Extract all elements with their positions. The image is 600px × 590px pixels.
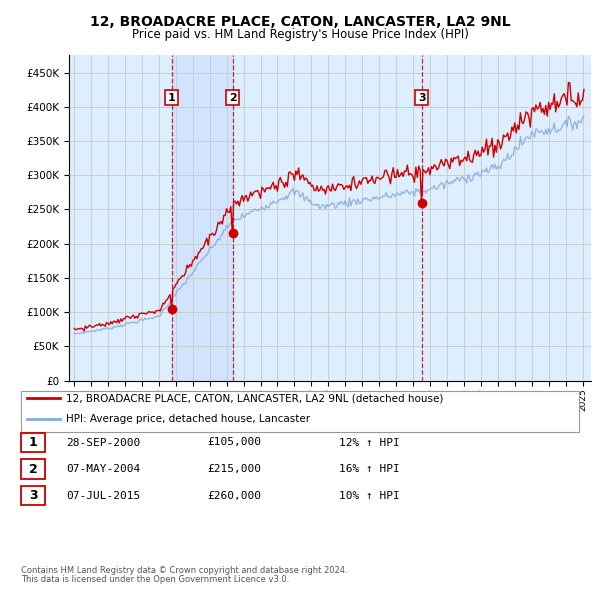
Text: 2: 2 bbox=[229, 93, 236, 103]
Text: 3: 3 bbox=[29, 489, 37, 502]
Text: 07-MAY-2004: 07-MAY-2004 bbox=[66, 464, 140, 474]
Text: 1: 1 bbox=[167, 93, 175, 103]
Text: £260,000: £260,000 bbox=[207, 491, 261, 500]
Text: 12, BROADACRE PLACE, CATON, LANCASTER, LA2 9NL: 12, BROADACRE PLACE, CATON, LANCASTER, L… bbox=[89, 15, 511, 29]
Text: 12% ↑ HPI: 12% ↑ HPI bbox=[339, 438, 400, 447]
Text: Contains HM Land Registry data © Crown copyright and database right 2024.: Contains HM Land Registry data © Crown c… bbox=[21, 566, 347, 575]
Text: 1: 1 bbox=[29, 436, 37, 449]
Text: This data is licensed under the Open Government Licence v3.0.: This data is licensed under the Open Gov… bbox=[21, 575, 289, 584]
Text: 10% ↑ HPI: 10% ↑ HPI bbox=[339, 491, 400, 500]
Text: Price paid vs. HM Land Registry's House Price Index (HPI): Price paid vs. HM Land Registry's House … bbox=[131, 28, 469, 41]
Text: HPI: Average price, detached house, Lancaster: HPI: Average price, detached house, Lanc… bbox=[66, 414, 310, 424]
Text: 2: 2 bbox=[29, 463, 37, 476]
Text: 3: 3 bbox=[418, 93, 425, 103]
Bar bbox=[172, 55, 233, 381]
Text: £105,000: £105,000 bbox=[207, 438, 261, 447]
Text: £215,000: £215,000 bbox=[207, 464, 261, 474]
Text: 12, BROADACRE PLACE, CATON, LANCASTER, LA2 9NL (detached house): 12, BROADACRE PLACE, CATON, LANCASTER, L… bbox=[66, 394, 443, 403]
Text: 28-SEP-2000: 28-SEP-2000 bbox=[66, 438, 140, 447]
Text: 07-JUL-2015: 07-JUL-2015 bbox=[66, 491, 140, 500]
Text: 16% ↑ HPI: 16% ↑ HPI bbox=[339, 464, 400, 474]
